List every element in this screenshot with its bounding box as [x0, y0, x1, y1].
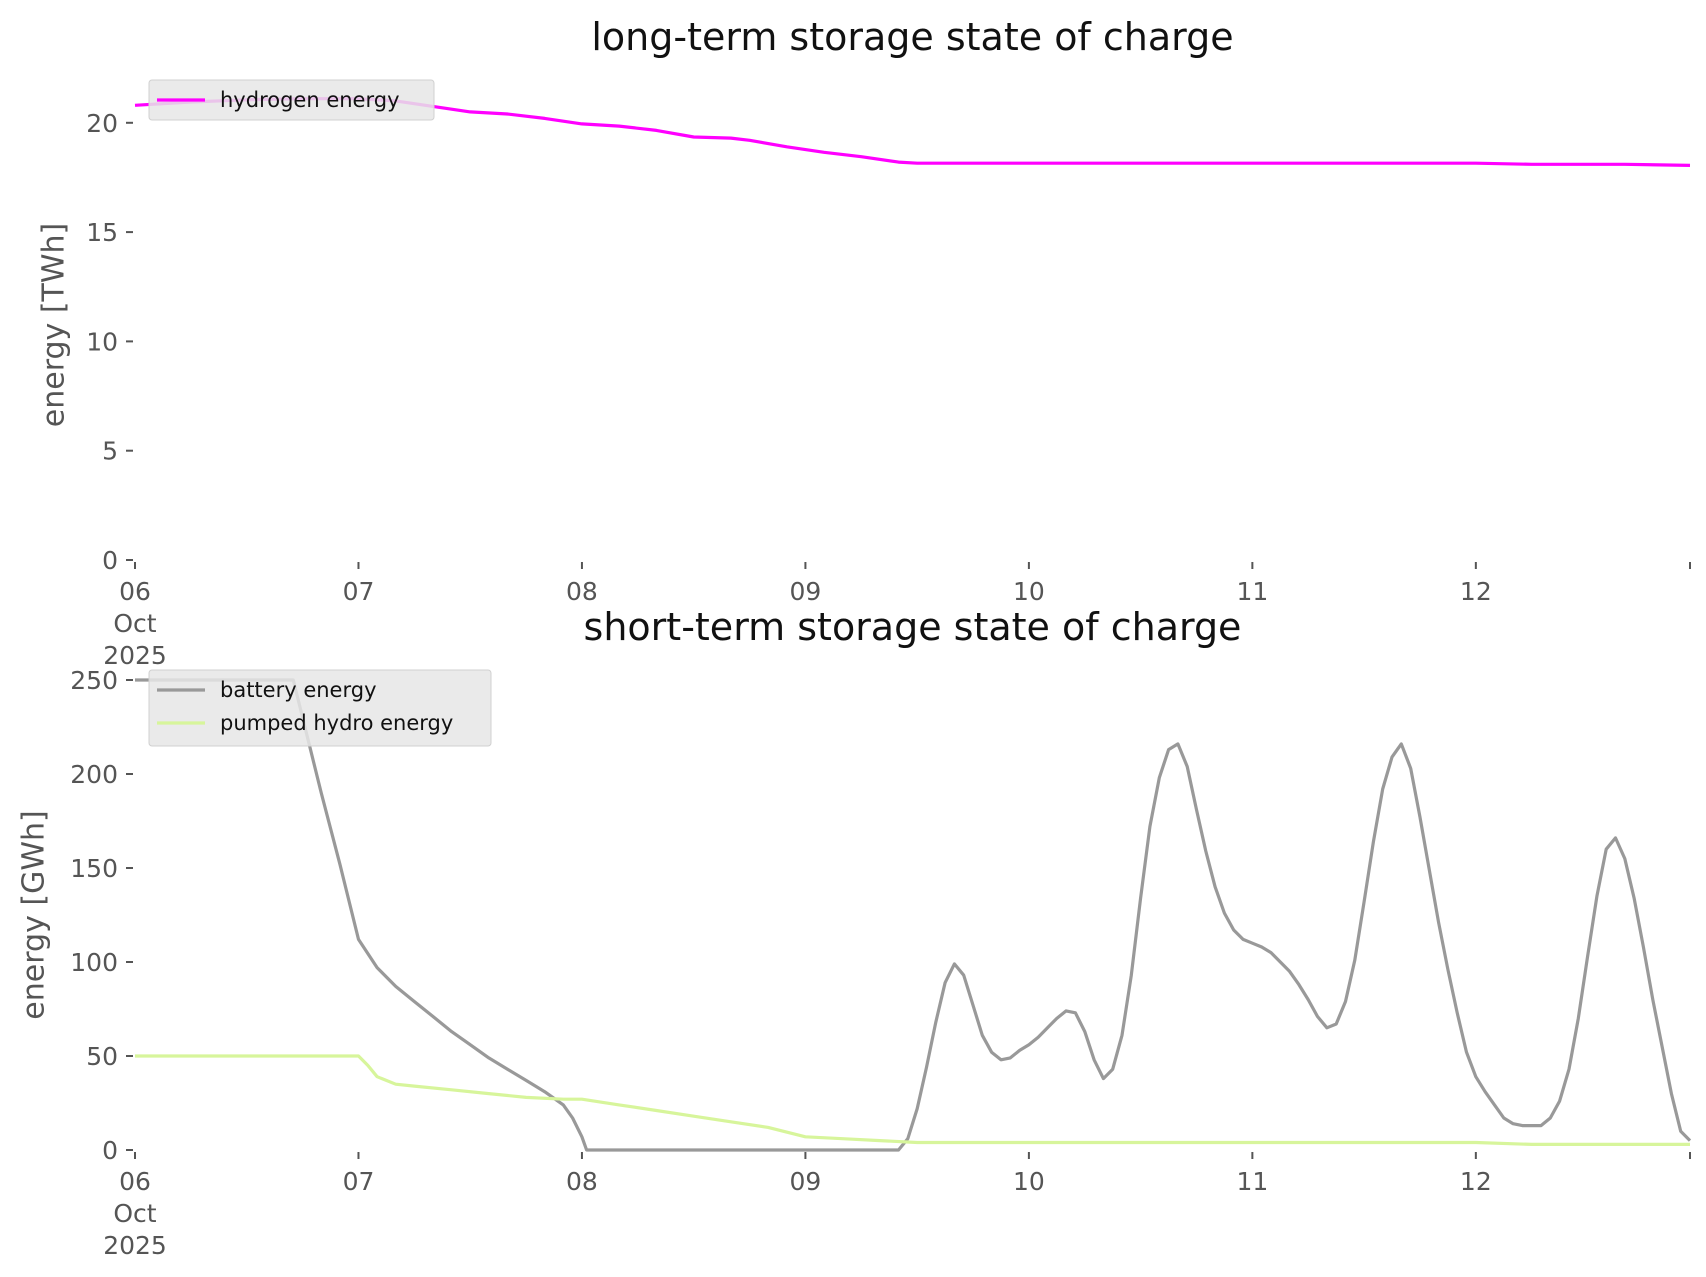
chart-title: short-term storage state of charge: [584, 605, 1242, 649]
legend-entry: hydrogen energy: [220, 88, 400, 112]
y-tick-label: 10: [86, 327, 118, 356]
y-axis-label: energy [GWh]: [17, 810, 52, 1019]
y-tick-label: 20: [86, 109, 118, 138]
x-tick-label: 12: [1460, 1167, 1492, 1196]
x-tick-label: 07: [343, 577, 375, 606]
x-tick-label: 06: [119, 1167, 151, 1196]
y-tick-label: 250: [70, 666, 118, 695]
y-tick-label: 100: [70, 948, 118, 977]
x-tick-label: 2025: [103, 641, 167, 670]
y-tick-label: 5: [102, 437, 118, 466]
y-tick-label: 0: [102, 1136, 118, 1165]
x-tick-label: 10: [1013, 1167, 1045, 1196]
legend-box: [148, 669, 492, 747]
legend-entry: battery energy: [220, 678, 377, 702]
legend-entry: pumped hydro energy: [220, 711, 453, 735]
y-tick-label: 200: [70, 760, 118, 789]
x-tick-label: 11: [1236, 577, 1268, 606]
series-line-pumped-hydro-energy: [135, 1054, 1690, 1146]
short-term-chart: short-term storage state of charge energy…: [17, 605, 1692, 1260]
y-tick-label: 50: [86, 1042, 118, 1071]
x-tick-label: 07: [343, 1167, 375, 1196]
x-tick-label: 08: [566, 1167, 598, 1196]
x-tick-label: 09: [790, 577, 822, 606]
x-tick-label: 2025: [103, 1231, 167, 1260]
x-tick-label: 11: [1236, 1167, 1268, 1196]
chart-title: long-term storage state of charge: [591, 15, 1233, 59]
series-line-battery-energy: [135, 678, 1692, 1152]
long-term-chart: long-term storage state of charge energy …: [37, 15, 1691, 670]
y-axis-label: energy [TWh]: [37, 223, 72, 427]
x-tick-label: 12: [1460, 577, 1492, 606]
legend: hydrogen energy: [148, 79, 435, 121]
x-tick-label: Oct: [113, 609, 156, 638]
legend-box: [148, 79, 435, 121]
y-tick-label: 150: [70, 854, 118, 883]
x-tick-label: 06: [119, 577, 151, 606]
x-tick-label: 08: [566, 577, 598, 606]
x-tick-label: Oct: [113, 1199, 156, 1228]
y-tick-label: 15: [86, 218, 118, 247]
x-tick-label: 10: [1013, 577, 1045, 606]
x-tick-label: 09: [790, 1167, 822, 1196]
legend: battery energy pumped hydro energy: [148, 669, 492, 747]
y-tick-label: 0: [102, 546, 118, 575]
